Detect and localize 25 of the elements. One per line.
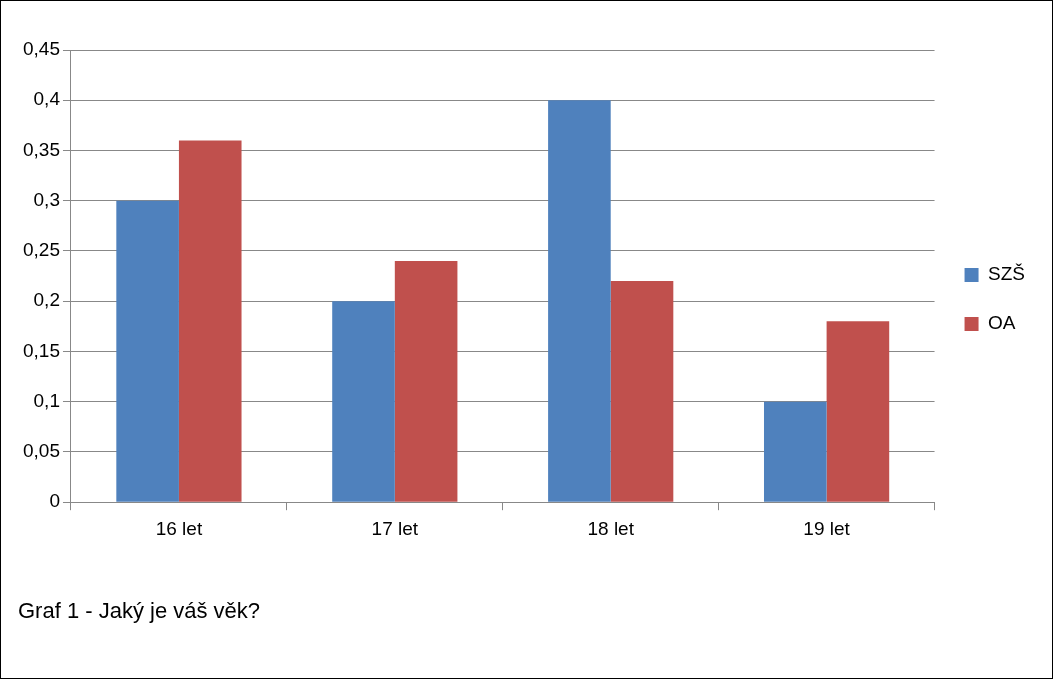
x-tick-label: 19 let xyxy=(803,517,851,539)
bar xyxy=(116,200,179,502)
y-tick-label: 0,45 xyxy=(23,38,60,60)
y-tick-label: 0,35 xyxy=(23,138,60,160)
legend-label: OA xyxy=(988,312,1016,334)
bar xyxy=(178,140,242,502)
text: Graf 1 - Jaký je váš věk? xyxy=(18,598,261,624)
bar xyxy=(610,281,674,502)
x-tick-label: 18 let xyxy=(587,517,635,539)
y-tick-label: 0,4 xyxy=(33,88,61,110)
x-tick-label: 16 let xyxy=(155,517,203,539)
bar xyxy=(548,100,611,502)
y-tick-label: 0,15 xyxy=(23,339,60,361)
y-tick-label: 0,25 xyxy=(23,239,60,261)
y-tick-label: 0,1 xyxy=(33,389,60,411)
legend-label: SZŠ xyxy=(988,263,1025,285)
bar xyxy=(826,321,890,502)
y-tick-label: 0,05 xyxy=(23,440,60,462)
y-tick-label: 0 xyxy=(49,490,60,512)
y-tick-label: 0,3 xyxy=(33,188,60,210)
y-tick-label: 0,2 xyxy=(33,289,60,311)
bar xyxy=(394,261,458,502)
bar xyxy=(332,301,395,502)
x-tick-label: 17 let xyxy=(371,517,419,539)
bar xyxy=(763,401,827,502)
